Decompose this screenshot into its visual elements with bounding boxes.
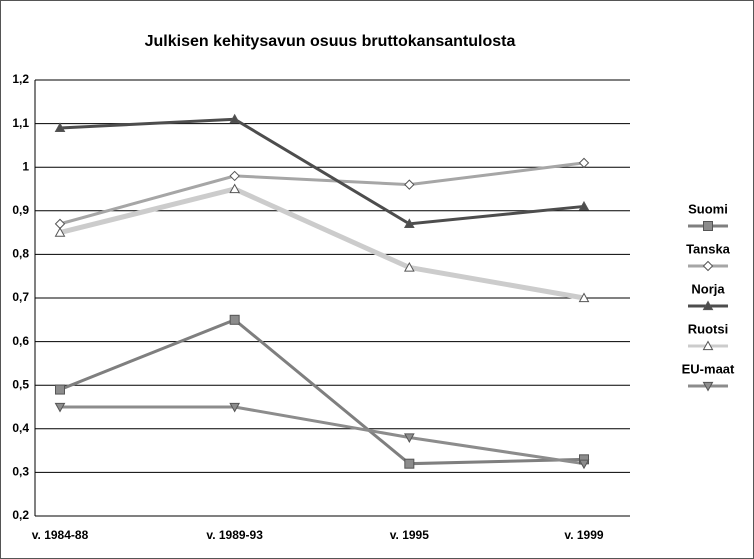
- x-tick-label: v. 1995: [390, 528, 429, 542]
- legend-marker: [702, 300, 714, 311]
- data-point: [55, 384, 65, 395]
- x-tick-label: v. 1989-93: [206, 528, 263, 542]
- y-tick-label: 1,2: [12, 72, 29, 86]
- series-line: [60, 405, 585, 466]
- y-tick-label: 0,6: [12, 334, 29, 348]
- data-point: [404, 458, 415, 469]
- legend-marker: [703, 221, 713, 231]
- series-line: [59, 318, 585, 466]
- legend-label: Suomi: [688, 201, 728, 216]
- data-point: [578, 292, 590, 303]
- legend-marker: [702, 381, 714, 392]
- data-point: [229, 113, 241, 124]
- y-tick-label: 0,9: [12, 203, 29, 217]
- y-tick-label: 0,4: [12, 421, 29, 435]
- x-tick-label: v. 1999: [564, 528, 603, 542]
- series-line: [59, 117, 585, 226]
- data-point: [578, 200, 590, 211]
- data-point: [54, 227, 66, 237]
- y-tick-label: 0,3: [12, 465, 29, 479]
- chart-title: Julkisen kehitysavun osuus bruttokansant…: [145, 33, 516, 50]
- legend-marker: [702, 260, 714, 272]
- data-point: [229, 183, 241, 194]
- y-tick-label: 0,2: [12, 508, 29, 522]
- legend-label: Ruotsi: [688, 321, 728, 336]
- data-point: [578, 459, 590, 470]
- y-tick-label: 0,7: [12, 290, 29, 304]
- series-line: [59, 186, 585, 301]
- y-tick-label: 0,8: [12, 247, 29, 261]
- data-point: [578, 157, 590, 169]
- legend-marker: [702, 340, 714, 351]
- legend-label: EU-maat: [682, 361, 735, 376]
- data-point: [54, 402, 66, 413]
- data-point: [229, 314, 240, 325]
- data-point: [54, 122, 66, 133]
- data-point: [229, 402, 241, 413]
- y-tick-label: 1,1: [12, 116, 29, 130]
- y-tick-label: 1: [22, 159, 29, 173]
- legend-label: Tanska: [686, 241, 731, 256]
- data-point: [403, 218, 415, 228]
- data-point: [404, 179, 415, 190]
- y-tick-label: 0,5: [12, 377, 29, 391]
- data-point: [403, 261, 415, 272]
- data-point: [229, 170, 240, 182]
- x-tick-label: v. 1984-88: [32, 528, 89, 542]
- series-line: [59, 161, 585, 226]
- legend-label: Norja: [691, 281, 725, 296]
- data-point: [403, 433, 415, 444]
